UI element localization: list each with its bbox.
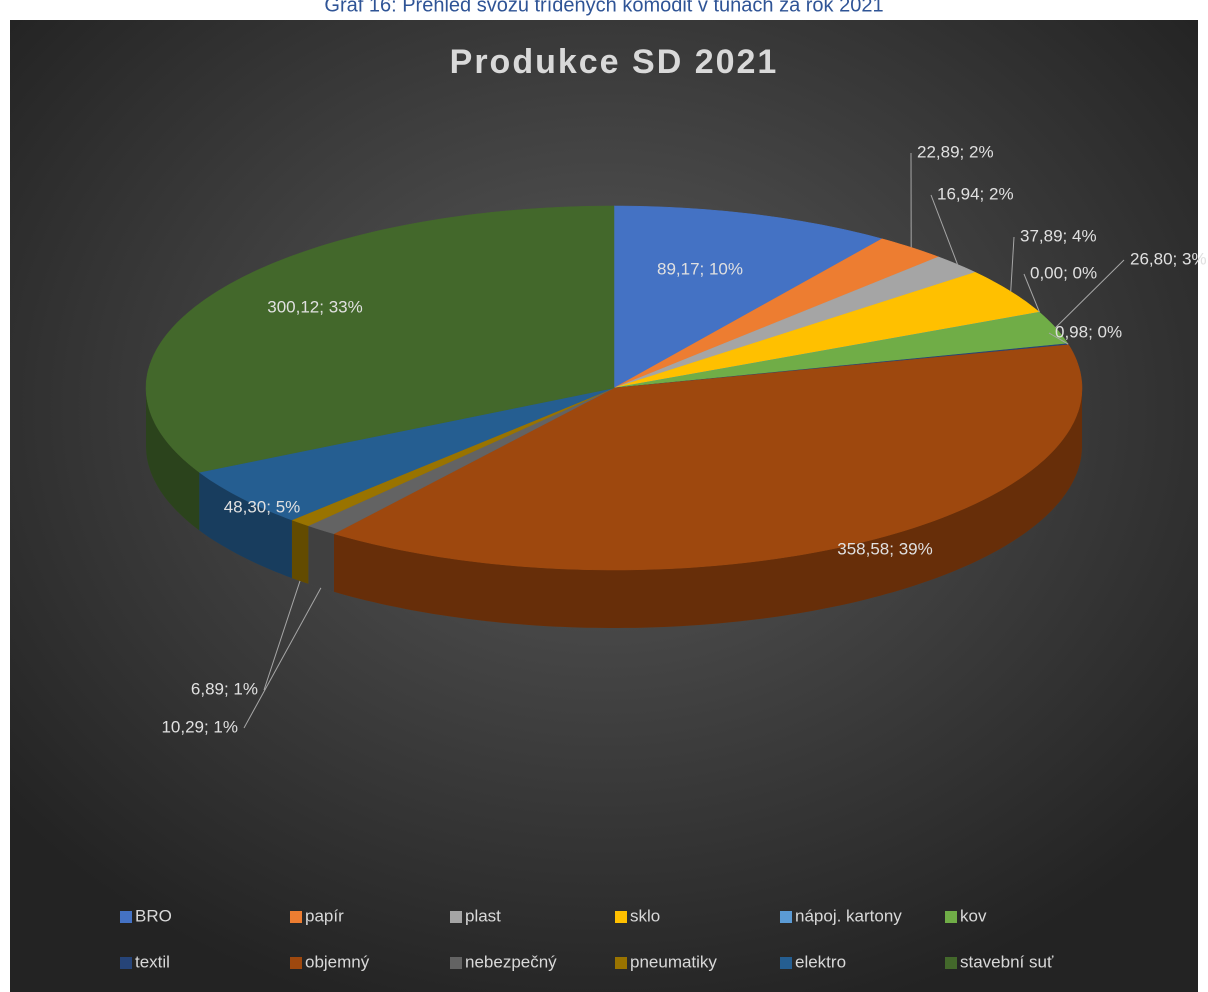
legend-label: nebezpečný bbox=[465, 952, 557, 971]
legend-swatch bbox=[290, 911, 302, 923]
data-label: 22,89; 2% bbox=[917, 142, 994, 161]
slice-side-shade bbox=[199, 472, 292, 578]
legend-swatch bbox=[945, 911, 957, 923]
slice bbox=[145, 205, 615, 473]
leader-line bbox=[243, 587, 322, 729]
slice bbox=[333, 344, 1083, 571]
slice-side bbox=[146, 388, 200, 531]
data-label: 89,17; 10% bbox=[657, 259, 743, 278]
legend-label: papír bbox=[305, 906, 344, 925]
caption: Graf 16: Přehled svozu tříděných komodit… bbox=[324, 0, 883, 16]
legend-label: BRO bbox=[135, 906, 172, 925]
slice-side-shade bbox=[146, 388, 200, 531]
legend-label: nápoj. kartony bbox=[795, 906, 902, 925]
data-label: 10,29; 1% bbox=[161, 717, 238, 736]
leader-line bbox=[1055, 259, 1125, 329]
legend-label: plast bbox=[465, 906, 501, 925]
slice bbox=[613, 311, 1069, 389]
slice bbox=[613, 205, 883, 389]
legend-swatch bbox=[450, 911, 462, 923]
legend-swatch bbox=[450, 957, 462, 969]
slice bbox=[307, 387, 615, 535]
legend-swatch bbox=[120, 957, 132, 969]
slice-side bbox=[308, 525, 334, 592]
chart-title: Produkce SD 2021 bbox=[450, 43, 779, 81]
slice-side-shade bbox=[333, 388, 1082, 628]
legend-swatch bbox=[615, 911, 627, 923]
data-label: 48,30; 5% bbox=[224, 497, 301, 516]
data-label: 26,80; 3% bbox=[1130, 249, 1207, 268]
slice-side-shade bbox=[308, 525, 334, 592]
leader-line bbox=[1048, 332, 1069, 345]
data-label: 0,00; 0% bbox=[1030, 263, 1097, 282]
data-label: 37,89; 4% bbox=[1020, 226, 1097, 245]
slice bbox=[198, 387, 615, 521]
legend-swatch bbox=[290, 957, 302, 969]
slice-side bbox=[333, 388, 1082, 628]
legend-swatch bbox=[120, 911, 132, 923]
legend-label: sklo bbox=[630, 906, 660, 925]
leader-line bbox=[1023, 273, 1040, 313]
data-label: 6,89; 1% bbox=[191, 679, 258, 698]
legend-label: elektro bbox=[795, 952, 846, 971]
legend-label: textil bbox=[135, 952, 170, 971]
data-label: 300,12; 33% bbox=[267, 297, 362, 316]
slice-side-shade bbox=[291, 520, 309, 584]
legend-swatch bbox=[945, 957, 957, 969]
legend-swatch bbox=[615, 957, 627, 969]
legend-label: objemný bbox=[305, 952, 370, 971]
leader-line bbox=[263, 580, 301, 691]
data-label: 358,58; 39% bbox=[837, 539, 932, 558]
legend-label: stavební suť bbox=[960, 952, 1054, 971]
leader-line bbox=[930, 194, 958, 265]
data-label: 0,98; 0% bbox=[1055, 322, 1122, 341]
leader-line bbox=[1010, 236, 1015, 292]
slice bbox=[613, 272, 1041, 389]
legend-label: kov bbox=[960, 906, 987, 925]
legend-swatch bbox=[780, 911, 792, 923]
legend-swatch bbox=[780, 957, 792, 969]
data-label: 16,94; 2% bbox=[937, 184, 1014, 203]
legend-label: pneumatiky bbox=[630, 952, 717, 971]
slice-side bbox=[199, 472, 292, 578]
slice-side bbox=[291, 520, 309, 584]
